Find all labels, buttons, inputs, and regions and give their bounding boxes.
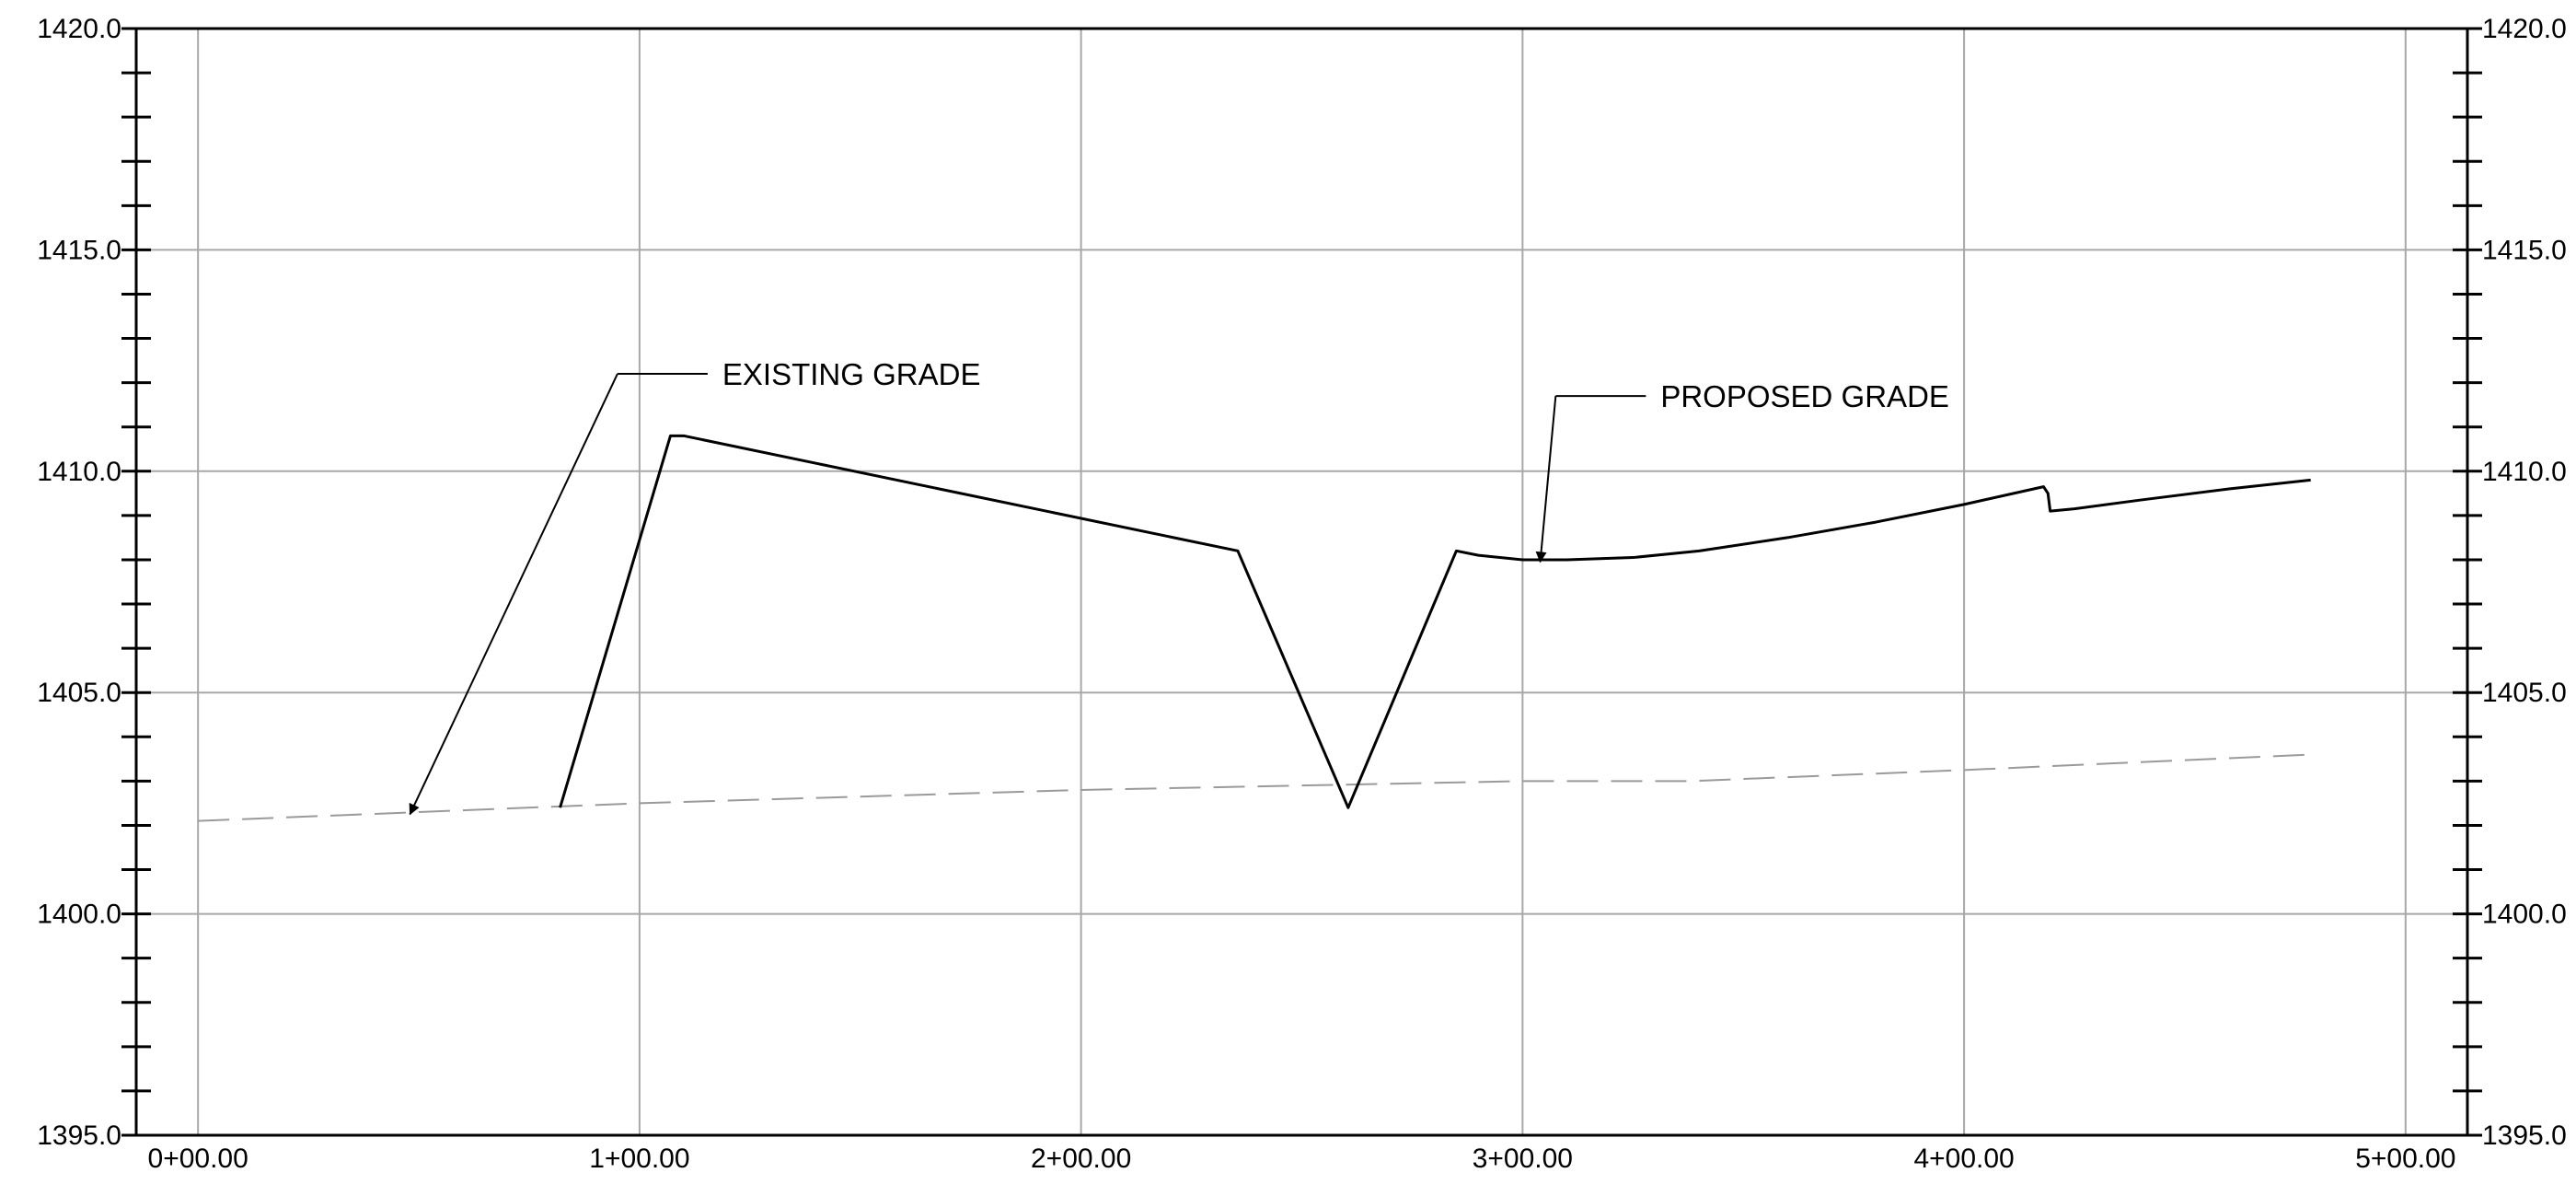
y-tick-label-left-3: 1410.0 [37,457,121,487]
grid-layer [136,28,2467,1136]
y-tick-label-right-2: 1405.0 [2482,678,2567,708]
existing-grade-label: EXISTING GRADE [722,357,981,391]
y-tick-label-left-2: 1405.0 [37,678,121,708]
y-tick-label-right-0: 1395.0 [2482,1121,2567,1151]
x-tick-label-2: 2+00.00 [1031,1144,1131,1174]
existing-grade-line [198,753,2311,822]
y-tick-label-right-3: 1410.0 [2482,457,2567,487]
annotation-layer: EXISTING GRADE PROPOSED GRADE [409,357,1949,816]
y-tick-label-left-1: 1400.0 [37,900,121,930]
proposed-grade-label: PROPOSED GRADE [1660,379,1949,413]
x-tick-label-4: 4+00.00 [1913,1144,2014,1174]
y-tick-label-left-5: 1420.0 [37,14,121,44]
tick-layer [121,27,2482,1137]
x-tick-label-0: 0+00.00 [148,1144,248,1174]
x-tick-label-1: 1+00.00 [589,1144,689,1174]
x-tick-label-5: 5+00.00 [2355,1144,2455,1174]
y-tick-label-right-5: 1420.0 [2482,14,2567,44]
proposed-grade-line [559,434,2311,809]
y-tick-label-right-1: 1400.0 [2482,900,2567,930]
proposed-grade-leader-arrow [1535,395,1557,563]
x-tick-label-3: 3+00.00 [1473,1144,1573,1174]
series-layer [198,434,2311,822]
y-tick-label-right-4: 1415.0 [2482,235,2567,265]
y-tick-label-left-4: 1415.0 [37,235,121,265]
tick-label-layer: 1395.0 1395.0 1400.0 1400.0 1405.0 1405.0 1410… [37,14,2567,1174]
existing-grade-leader-arrow [409,373,618,816]
y-tick-label-left-0: 1395.0 [37,1121,121,1151]
